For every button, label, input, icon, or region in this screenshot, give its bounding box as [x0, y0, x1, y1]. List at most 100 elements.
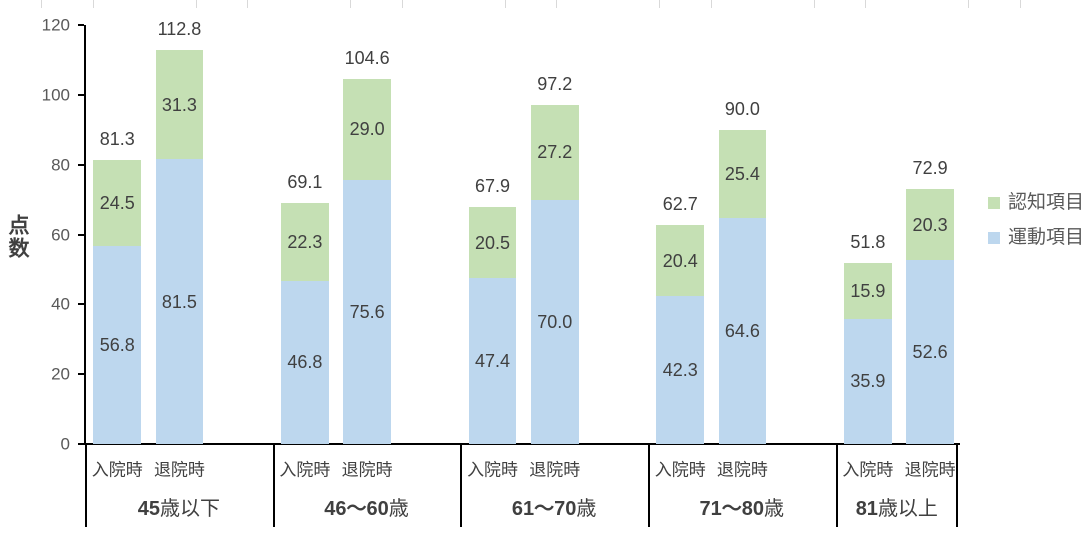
bar-segment-cognitive	[906, 189, 954, 261]
subcategory-label: 退院時	[529, 460, 581, 480]
y-tick-label: 60	[51, 225, 70, 244]
cognitive-value-label: 29.0	[349, 119, 385, 140]
category-group-label-suffix: 歳	[764, 498, 785, 520]
bar-segment-motor	[343, 180, 391, 444]
y-tick-mark	[78, 163, 84, 166]
category-group-label-suffix: 歳以上	[877, 498, 938, 520]
y-tick-label: 100	[41, 85, 70, 105]
bar-segment-motor	[155, 159, 204, 444]
worksheet-gridline-tick	[401, 0, 403, 8]
category-group-label-number: 46〜60	[324, 498, 389, 520]
bar-segment-motor	[93, 245, 142, 444]
total-value-label: 90.0	[724, 98, 760, 119]
worksheet-gridline-tick	[195, 0, 197, 8]
subcategory-label: 入院時	[279, 460, 331, 480]
y-tick-mark	[78, 233, 84, 236]
category-group-label-suffix: 歳	[576, 498, 597, 520]
legend-item: 認知項目	[988, 193, 1084, 212]
total-value-label: 51.8	[850, 232, 886, 253]
bar-segment-cognitive	[155, 50, 204, 160]
category-divider	[647, 444, 650, 527]
y-axis-title: 点数	[6, 214, 29, 260]
worksheet-gridline-tick	[41, 0, 42, 8]
y-tick-mark	[78, 303, 84, 306]
category-group-label: 71〜80歳	[700, 499, 785, 519]
worksheet-gridline-tick	[968, 0, 969, 8]
bar-segment-cognitive	[93, 160, 142, 246]
total-value-label: 112.8	[157, 19, 202, 40]
worksheet-gridline-tick	[1019, 0, 1021, 8]
category-group-label: 81歳以上	[856, 499, 938, 519]
category-divider	[85, 444, 87, 527]
category-group-label-number: 61〜70	[511, 498, 577, 520]
worksheet-gridline-tick	[350, 0, 351, 8]
bar-segment-cognitive	[468, 206, 517, 279]
bar-segment-cognitive	[343, 78, 391, 181]
category-group-label-number: 81	[855, 498, 878, 520]
subcategory-label: 退院時	[153, 460, 205, 480]
worksheet-gridline-tick	[504, 0, 506, 8]
total-value-label: 69.1	[287, 171, 323, 192]
subcategory-label: 入院時	[467, 460, 519, 480]
subcategory-label: 入院時	[91, 460, 143, 480]
motor-value-label: 81.5	[161, 291, 197, 312]
category-group-label: 45歳以下	[138, 499, 220, 519]
y-axis-line	[84, 25, 86, 445]
subcategory-label: 入院時	[654, 460, 706, 480]
subcategory-label: 退院時	[904, 460, 956, 480]
y-tick-label: 80	[51, 155, 70, 175]
category-group-label-number: 71〜80	[699, 498, 765, 520]
cognitive-value-label: 24.5	[99, 192, 135, 213]
worksheet-gridline-tick	[710, 0, 712, 8]
y-tick-mark	[78, 93, 84, 96]
bar-segment-motor	[468, 278, 517, 444]
motor-value-label: 70.0	[537, 311, 573, 332]
category-divider	[460, 444, 463, 527]
y-tick-label: 120	[41, 15, 70, 35]
legend-swatch-cognitive-icon	[988, 196, 1000, 209]
worksheet-gridline-tick	[865, 0, 866, 8]
worksheet-gridline-tick	[92, 0, 94, 8]
total-value-label: 62.7	[662, 194, 698, 215]
bar-segment-cognitive	[656, 225, 705, 297]
worksheet-gridline-tick	[247, 0, 248, 8]
motor-value-label: 64.6	[724, 321, 760, 342]
bar-segment-motor	[656, 296, 705, 444]
total-value-label: 97.2	[537, 73, 573, 94]
worksheet-gridline-tick	[659, 0, 660, 8]
cognitive-value-label: 15.9	[850, 280, 886, 301]
worksheet-gridline-tick	[813, 0, 815, 8]
subcategory-label: 入院時	[842, 460, 894, 480]
motor-value-label: 56.8	[99, 334, 135, 355]
bar-segment-cognitive	[844, 263, 892, 319]
legend-item: 運動項目	[988, 228, 1084, 247]
y-tick-label: 20	[51, 364, 70, 384]
cognitive-value-label: 22.3	[287, 231, 323, 252]
cognitive-value-label: 25.4	[724, 164, 760, 185]
y-tick-label: 40	[51, 294, 70, 314]
x-axis-line	[84, 443, 960, 445]
category-group-label-suffix: 歳以下	[159, 498, 220, 520]
bar-segment-cognitive	[281, 202, 329, 281]
bar-segment-motor	[844, 318, 892, 444]
bar-segment-cognitive	[718, 129, 767, 219]
legend-label: 認知項目	[1008, 192, 1085, 213]
motor-value-label: 46.8	[287, 352, 323, 373]
y-tick-mark	[78, 373, 84, 376]
subcategory-label: 退院時	[341, 460, 393, 480]
motor-value-label: 42.3	[662, 360, 698, 381]
legend-swatch-motor-icon	[988, 231, 1000, 244]
motor-value-label: 75.6	[349, 302, 385, 322]
cognitive-value-label: 20.3	[912, 214, 948, 235]
category-group-label: 46〜60歳	[324, 499, 409, 519]
bar-segment-motor	[718, 218, 767, 444]
category-group-label-number: 45	[137, 498, 160, 520]
category-group-label: 61〜70歳	[512, 499, 597, 519]
bar-segment-motor	[530, 199, 579, 444]
category-divider	[835, 444, 838, 527]
cognitive-value-label: 20.5	[475, 232, 511, 253]
total-value-label: 104.6	[344, 47, 390, 68]
motor-value-label: 47.4	[475, 351, 511, 372]
worksheet-gridline-tick	[556, 0, 557, 8]
y-tick-mark	[78, 24, 84, 26]
